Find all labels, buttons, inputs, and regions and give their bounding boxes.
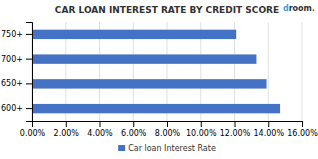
axis-line (33, 122, 303, 128)
tick-label: 4.00% (87, 129, 113, 138)
logo-part: . (312, 4, 315, 13)
axis-line (26, 23, 33, 122)
bar (32, 79, 267, 88)
title: CAR LOAN INTEREST RATE BY CREDIT SCORE (55, 5, 279, 15)
tick-label: 6.00% (121, 129, 147, 138)
category-axis: 600+ 650+ 700+ 750+ (1, 23, 32, 122)
legend-label: Car loan Interest Rate (128, 144, 216, 153)
tick-mark (26, 83, 32, 84)
tick-mark (201, 121, 202, 127)
tick: 2.00% (54, 121, 80, 138)
legend: Car loan Interest Rate (118, 144, 216, 153)
legend-swatch (118, 145, 125, 151)
tick-mark (26, 59, 32, 60)
tick: 700+ (1, 55, 32, 64)
tick-label: 700+ (1, 55, 23, 64)
bar (32, 30, 236, 39)
bar (32, 104, 280, 113)
grid (32, 22, 302, 121)
tick: 14.00% (253, 121, 284, 138)
tick-mark (66, 121, 67, 127)
tick-mark (133, 121, 134, 127)
logo-part: room (289, 4, 312, 13)
tick-label: 0.00% (20, 129, 46, 138)
tick-label: 8.00% (155, 129, 181, 138)
tick-label: 750+ (1, 30, 23, 39)
value-axis: 0.00% 2.00% 4.00% 6.00% 8.00% 10.00%12.00%14.… (20, 121, 318, 138)
tick: 4.00% (87, 121, 113, 138)
chart-container: 0.00% 2.00% 4.00% 6.00% 8.00% 10.00%12.00%14.… (0, 0, 318, 159)
tick: 8.00% (155, 121, 181, 138)
bars (32, 30, 280, 114)
tick: 650+ (1, 79, 32, 88)
grid-line (302, 22, 303, 121)
legend-item: Car loan Interest Rate (118, 144, 216, 153)
chart-svg: 0.00% 2.00% 4.00% 6.00% 8.00% 10.00%12.00%14.… (0, 0, 318, 159)
logo: droom. (283, 4, 315, 13)
tick-label: 2.00% (54, 129, 80, 138)
tick-label: 650+ (1, 79, 23, 88)
tick-mark (26, 34, 32, 35)
tick: 12.00% (220, 121, 251, 138)
tick: 16.00% (287, 121, 318, 138)
tick-mark (167, 121, 168, 127)
tick: 10.00% (186, 121, 217, 138)
tick-label: 10.00% (186, 129, 217, 138)
tick-label: 16.00% (287, 129, 318, 138)
tick-label: 14.00% (253, 129, 284, 138)
bar (32, 54, 256, 63)
tick: 0.00% (20, 121, 46, 138)
tick-mark (302, 121, 303, 127)
tick: 750+ (1, 30, 32, 39)
tick-label: 12.00% (220, 129, 251, 138)
tick-mark (100, 121, 101, 127)
tick-mark (26, 108, 32, 109)
tick-mark (268, 121, 269, 127)
tick: 6.00% (121, 121, 147, 138)
tick: 600+ (1, 104, 32, 113)
tick-mark (235, 121, 236, 127)
tick-label: 600+ (1, 104, 23, 113)
plot-area: 0.00% 2.00% 4.00% 6.00% 8.00% 10.00%12.00%14.… (1, 22, 318, 138)
